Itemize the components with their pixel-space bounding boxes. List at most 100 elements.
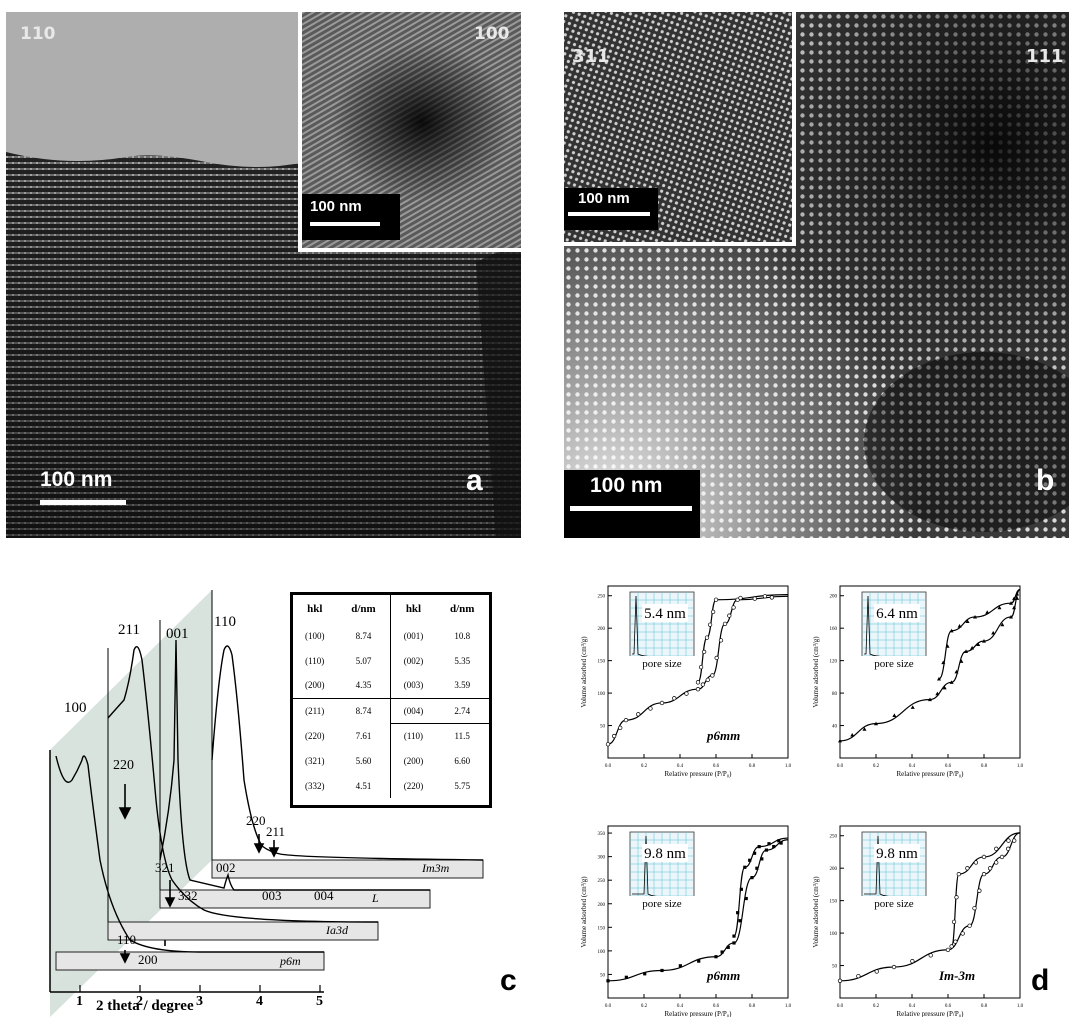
- x-axis-label: Relative pressure (P/P₀): [665, 770, 733, 778]
- x-tick-label: 0.2: [873, 764, 880, 769]
- data-point: [713, 597, 719, 602]
- data-point: [739, 887, 743, 891]
- y-tick-label: 150: [830, 900, 838, 905]
- data-point: [945, 644, 950, 648]
- table-row: (220) 7.61 (110) 11.5: [293, 722, 489, 748]
- data-point: [987, 866, 993, 871]
- table-cell: (003): [403, 680, 424, 691]
- data-point: [973, 614, 977, 619]
- table-cell: (220): [304, 730, 325, 741]
- desorption-curve: [733, 837, 789, 937]
- data-point: [976, 642, 981, 646]
- data-point: [732, 941, 736, 945]
- peak-label: 220: [113, 758, 134, 773]
- y-tick-label: 40: [832, 725, 838, 730]
- x-tick-label: 0.6: [945, 1004, 952, 1009]
- table-cell: 4.35: [336, 673, 392, 698]
- pore-size-value: 5.4 nm: [644, 606, 686, 622]
- data-point: [874, 721, 878, 726]
- data-point: [779, 841, 783, 845]
- y-tick-label: 350: [598, 832, 606, 837]
- data-point: [732, 934, 736, 938]
- data-point: [850, 732, 855, 737]
- data-point: [856, 973, 861, 979]
- data-point: [937, 676, 941, 681]
- zone-axis-label: 111: [1026, 46, 1064, 67]
- y-tick-label: 200: [598, 903, 606, 908]
- pore-size-caption: pore size: [642, 898, 682, 910]
- table-cell: (220): [403, 780, 424, 791]
- data-point: [1012, 838, 1017, 843]
- panel-letter-d: d: [1031, 964, 1050, 997]
- pore-size-value: 9.8 nm: [644, 846, 686, 862]
- data-point: [965, 866, 970, 871]
- panel-letter-b: b: [1036, 464, 1055, 497]
- data-point: [750, 876, 754, 880]
- data-point: [994, 846, 999, 851]
- x-tick-label: 0.4: [909, 1004, 916, 1009]
- data-point: [928, 953, 933, 958]
- table-cell: 2.74: [454, 705, 471, 716]
- table-cell: (100): [304, 630, 325, 641]
- x-tick-label: 5: [316, 994, 323, 1009]
- x-tick-label: 1.0: [1017, 764, 1024, 769]
- x-tick-label: 0.8: [981, 764, 988, 769]
- table-cell: (001): [403, 630, 424, 641]
- data-point: [977, 888, 982, 893]
- data-point: [738, 919, 742, 923]
- x-tick-label: 0.8: [749, 1004, 756, 1009]
- xrd-chart: 100 110 200 211 220 321 332 001 002 003 …: [0, 560, 540, 1017]
- pore-size-value: 6.4 nm: [876, 606, 918, 622]
- data-point: [838, 738, 842, 743]
- data-point: [981, 854, 987, 860]
- pore-size-inset: 9.8 nm pore size: [628, 831, 696, 910]
- table-cell: 3.59: [454, 680, 471, 691]
- pore-size-label-bg: [874, 844, 920, 862]
- x-tick-label: 0.2: [641, 764, 648, 769]
- structure-label: p6mm: [706, 968, 740, 983]
- data-point: [744, 896, 748, 901]
- data-point: [954, 669, 959, 674]
- x-tick-label: 0.2: [641, 1004, 648, 1009]
- data-point: [698, 664, 704, 670]
- table-cell: 8.74: [336, 623, 392, 648]
- zone-axis-label: 110: [20, 24, 56, 44]
- data-point: [973, 860, 979, 865]
- pore-size-inset: 9.8 nm pore size: [860, 831, 928, 910]
- data-point: [697, 959, 701, 963]
- data-point: [777, 839, 781, 843]
- data-point: [701, 649, 707, 655]
- peak-label: 211: [118, 622, 140, 638]
- data-point: [736, 911, 740, 915]
- data-point: [755, 866, 759, 870]
- data-point: [994, 860, 999, 865]
- data-point: [769, 595, 775, 600]
- x-tick-label: 1.0: [785, 1004, 792, 1009]
- y-tick-label: 200: [830, 867, 838, 872]
- y-tick-label: 300: [598, 856, 606, 861]
- data-point: [982, 639, 986, 643]
- data-point: [743, 865, 747, 869]
- data-point: [748, 858, 752, 862]
- data-point: [949, 944, 954, 949]
- data-point: [618, 725, 623, 731]
- d-spacing-table: hkl d/nm hkl d/nm (100) 8.74 (001) 10.8 (110…: [290, 592, 492, 808]
- table-cell: 5.75: [454, 780, 471, 791]
- data-point: [762, 594, 768, 599]
- pore-caption-bg: [860, 656, 928, 670]
- data-point: [757, 845, 761, 849]
- x-tick-label: 0.4: [677, 764, 684, 769]
- data-point: [764, 848, 768, 852]
- data-point: [945, 947, 951, 952]
- baseline-ia3d: [107, 921, 379, 941]
- peak-label: 001: [166, 626, 189, 642]
- x-tick-label: 2: [136, 994, 143, 1009]
- table-cell: (332): [304, 780, 325, 791]
- data-point: [718, 638, 724, 643]
- data-point: [707, 622, 713, 627]
- x-tick-label: 0.0: [837, 764, 844, 769]
- data-point: [953, 939, 958, 944]
- data-point: [910, 705, 915, 709]
- x-tick-label: 0.8: [981, 1004, 988, 1009]
- inset-image-a: [298, 12, 521, 252]
